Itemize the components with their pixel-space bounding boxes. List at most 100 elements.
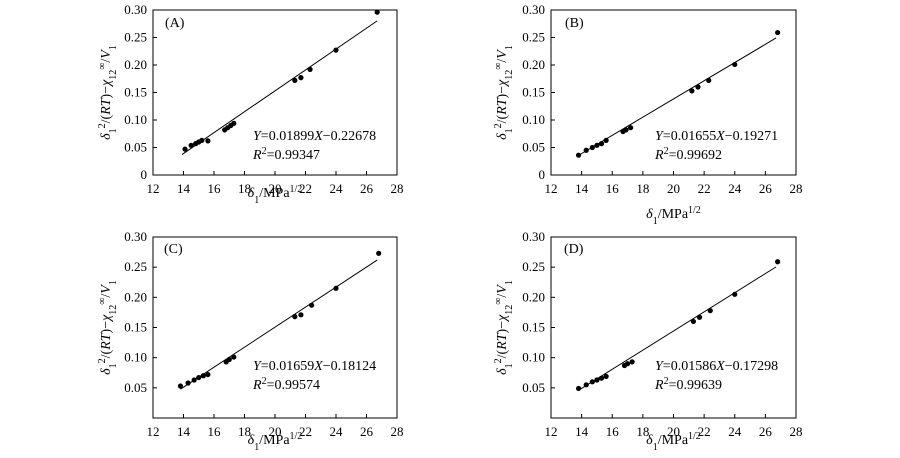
data-point — [177, 383, 184, 389]
x-tick-label: 14 — [177, 424, 191, 439]
y-tick-label: 0.15 — [522, 320, 545, 335]
data-point — [706, 77, 712, 83]
regression-equation: Y=0.01655X−0.19271 — [655, 129, 778, 144]
y-tick-label: 0.05 — [522, 140, 545, 155]
data-point — [376, 250, 382, 256]
x-tick-label: 28 — [790, 424, 803, 439]
data-point — [707, 308, 713, 314]
x-tick-label: 18 — [636, 181, 649, 196]
r-squared: R2=0.99692 — [654, 146, 722, 164]
y-tick-label: 0.15 — [124, 320, 147, 335]
panel-label: (B) — [565, 16, 584, 31]
x-tick-label: 16 — [606, 181, 620, 196]
data-point — [598, 375, 605, 381]
data-point — [689, 88, 695, 94]
data-point — [188, 142, 194, 148]
x-tick-label: 18 — [636, 424, 649, 439]
panel-label: (A) — [165, 16, 185, 31]
data-point — [575, 152, 582, 158]
y-tick-label: 0.30 — [522, 229, 545, 244]
y-tick-label: 0.20 — [124, 57, 147, 72]
data-point — [629, 359, 635, 365]
data-point — [583, 382, 589, 388]
data-point — [603, 373, 609, 379]
y-tick-label: 0.10 — [522, 112, 545, 127]
chart-panel-b: 12 14 16 18 20 22 24 26 28 0 0.05 0.10 0.15 0.20 0.25 0… — [493, 2, 803, 227]
x-tick-label: 24 — [728, 424, 742, 439]
x-tick-label: 14 — [177, 181, 191, 196]
y-tick-label: 0.20 — [522, 57, 545, 72]
x-tick-label: 24 — [728, 181, 742, 196]
x-tick-label: 20 — [667, 424, 680, 439]
data-point — [695, 84, 701, 90]
panel-label: (D) — [564, 242, 584, 257]
data-point — [292, 314, 298, 320]
x-tick-label: 22 — [698, 181, 711, 196]
x-tick-label: 14 — [575, 424, 589, 439]
x-axis-title: δ1/MPa1/2 — [646, 205, 701, 227]
y-tick-label: 0.20 — [124, 289, 147, 304]
data-point — [624, 361, 631, 367]
x-tick-label: 18 — [238, 424, 251, 439]
y-tick-label: 0 — [141, 167, 148, 182]
data-point — [196, 374, 202, 381]
y-tick-label: 0.25 — [522, 30, 545, 45]
y-axis-title: δ12/(RT)−χ12∞/V1 — [493, 280, 515, 375]
data-point — [594, 377, 600, 383]
x-tick-label: 14 — [575, 181, 589, 196]
x-tick-label: 26 — [759, 424, 773, 439]
data-point — [298, 312, 304, 318]
data-point — [226, 356, 232, 363]
data-point — [732, 61, 738, 68]
y-tick-label: 0.05 — [124, 140, 147, 155]
data-point — [309, 302, 315, 308]
y-tick-label: 0.30 — [124, 229, 147, 244]
data-point — [775, 29, 781, 36]
data-point — [603, 137, 609, 143]
data-point — [199, 137, 205, 143]
x-tick-label: 20 — [667, 181, 680, 196]
x-tick-label: 12 — [545, 424, 558, 439]
fit-line — [180, 259, 378, 390]
data-point — [690, 318, 697, 325]
x-tick-label: 26 — [360, 424, 374, 439]
data-point — [589, 144, 595, 151]
regression-equation: Y=0.01659X−0.18124 — [253, 359, 376, 374]
chart-panel-c: 12 14 16 18 20 22 24 26 28 0.05 0.10 0.15 0.20 0.25 0.… — [97, 229, 404, 453]
data-point — [205, 371, 211, 378]
y-axis-title: δ12/(RT)−χ12∞/V1 — [97, 280, 119, 375]
y-tick-label: 0.20 — [522, 289, 545, 304]
x-tick-label: 22 — [698, 424, 711, 439]
x-tick-label: 28 — [391, 424, 404, 439]
x-tick-label: 22 — [299, 181, 312, 196]
x-tick-label: 16 — [208, 181, 222, 196]
x-tick-label: 20 — [269, 424, 282, 439]
x-tick-label: 24 — [330, 181, 344, 196]
data-point — [292, 77, 298, 83]
y-tick-label: 0.15 — [124, 85, 147, 100]
y-tick-label: 0.05 — [124, 380, 147, 395]
chart-panel-d: 12 14 16 18 20 22 24 26 28 0.05 0.10 0.15 0.20 0.25 0.… — [493, 229, 803, 453]
data-point — [307, 66, 313, 72]
data-point — [623, 127, 629, 133]
regression-equation: Y=0.01899X−0.22678 — [253, 129, 376, 144]
x-tick-label: 16 — [606, 424, 620, 439]
data-point — [374, 9, 380, 15]
y-tick-label: 0.25 — [124, 259, 147, 274]
data-point — [191, 377, 197, 383]
data-point — [231, 120, 237, 126]
data-point — [732, 291, 738, 297]
chart-panel-a: 12 14 16 18 20 22 24 26 28 0 0.05 0.10 0.15 0.20 0.25 0… — [97, 2, 404, 206]
r-squared: R2=0.99347 — [252, 146, 320, 164]
data-point — [598, 141, 605, 147]
y-tick-label: 0.25 — [522, 259, 545, 274]
regression-equation: Y=0.01586X−0.17298 — [655, 359, 778, 374]
data-point — [583, 147, 589, 153]
x-tick-label: 28 — [391, 181, 404, 196]
y-tick-label: 0.05 — [522, 380, 545, 395]
x-tick-label: 12 — [147, 424, 160, 439]
data-point — [628, 125, 634, 131]
x-tick-label: 22 — [299, 424, 312, 439]
data-point — [182, 146, 188, 152]
